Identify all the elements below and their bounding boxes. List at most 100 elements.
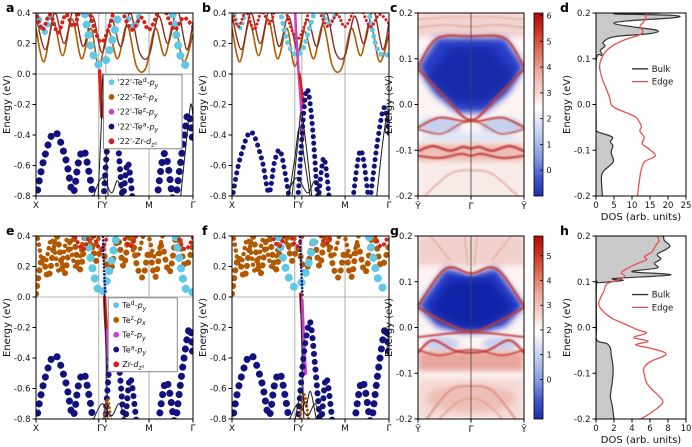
- x-tick-label: Ȳ: [520, 201, 527, 212]
- y-axis-label: Energy (eV): [198, 75, 209, 134]
- y-tick-label: -0.8: [14, 192, 31, 202]
- band-curve-navy: [120, 159, 136, 196]
- x-tick-label: Γ: [190, 201, 195, 211]
- x-tick-label: ΓY: [293, 424, 304, 434]
- x-tick-label: Ȳ: [414, 201, 421, 212]
- band-curve-navy: [295, 318, 323, 419]
- y-axis-label: Energy (eV): [384, 75, 395, 134]
- x-axis-label: DOS (arb. units): [601, 435, 682, 446]
- x-tick-label: Γ̄: [468, 202, 473, 212]
- band-curve-brown: [232, 236, 298, 275]
- x-tick-label: X: [33, 201, 39, 211]
- band-curve-cyan: [366, 13, 389, 59]
- y-tick-label: -0.2: [396, 192, 413, 202]
- y-tick-label: -0.8: [210, 192, 227, 202]
- x-axis: 0 2 4 6 8 10: [593, 419, 691, 434]
- y-tick-label: -0.2: [14, 324, 31, 334]
- x-tick-label: 10: [681, 424, 692, 434]
- band-curve-navy: [368, 323, 389, 419]
- y-tick-label: -0.4: [14, 354, 31, 364]
- x-tick-label: M: [341, 201, 349, 211]
- panel-a: 0.4 0.2 0.0 -0.2 -0.4 -0.6 -0.8 Energy (eV) X ΓY M…: [2, 9, 196, 211]
- band-curve-red: [288, 236, 305, 249]
- x-tick-label: 25: [681, 201, 692, 211]
- band-curve-navy: [36, 128, 97, 196]
- y-tick-label: -0.6: [210, 385, 227, 395]
- panel-c: 0.2 0.1 0.0 -0.1 -0.2 Energy (eV) Ȳ Γ̄ Ȳ 0 1 2 3 4 5 6: [384, 9, 552, 212]
- colorbar-tick-label: 0: [547, 166, 552, 175]
- y-tick-label: 0.2: [17, 263, 31, 273]
- y-tick-label: -0.2: [210, 324, 227, 334]
- band-curve-red: [373, 236, 389, 249]
- band-curve-brown: [232, 18, 389, 74]
- y-axis: 0.4 0.2 0.0 -0.2 -0.4 -0.6 -0.8 Energy (eV): [198, 232, 232, 425]
- colorbar-tick-label: 2: [547, 326, 552, 335]
- y-tick-label: 0.0: [399, 324, 413, 334]
- x-axis: Ȳ Γ̄ Ȳ: [414, 196, 527, 212]
- y-axis-label: Energy (eV): [562, 298, 573, 357]
- dos-curves: [596, 236, 672, 419]
- legend-item-label: '22'-Tea-py: [118, 121, 159, 133]
- x-tick-label: Ȳ: [414, 424, 421, 435]
- legend-item-label: '22'-Tez-px: [118, 92, 158, 104]
- band-curve-cyan: [36, 13, 54, 36]
- band-curve-cyan: [278, 13, 317, 58]
- y-tick-label: -0.6: [210, 162, 227, 172]
- x-tick-label: 4: [629, 424, 634, 434]
- legend-item-label: Edge: [652, 78, 673, 88]
- band-curve-cyan: [80, 13, 123, 70]
- panel-f-label: f: [202, 223, 208, 238]
- y-axis-label: Energy (eV): [198, 298, 209, 357]
- x-tick-label: 5: [611, 201, 616, 211]
- band-curve-brown: [232, 236, 389, 297]
- x-tick-label: ΓY: [293, 201, 304, 211]
- band-curve-navy: [36, 351, 97, 419]
- y-tick-label: 0.0: [17, 70, 31, 80]
- band-curve-black: [286, 177, 322, 196]
- y-tick-label: -0.1: [396, 146, 413, 156]
- panel-d-label: d: [560, 0, 569, 15]
- band-curve-cyan: [168, 13, 193, 71]
- legend-marker-red: [113, 361, 120, 368]
- y-tick-label: 0.4: [17, 9, 31, 19]
- band-curve-red: [175, 236, 193, 252]
- y-tick-label: -0.1: [574, 369, 591, 379]
- legend-marker-cyan: [108, 79, 115, 86]
- band-curve-red: [87, 13, 116, 45]
- x-tick-label: 0: [593, 424, 598, 434]
- y-axis-label: Energy (eV): [2, 75, 13, 134]
- y-axis: 0.2 0.1 0.0 -0.1 -0.2 Energy (eV): [562, 9, 596, 202]
- colorbar-tick-label: 0: [547, 375, 552, 384]
- dos-legend: Bulk Edge: [632, 65, 673, 88]
- x-axis: X ΓY M Γ: [33, 419, 196, 434]
- colorbar-tick-label: 3: [547, 301, 552, 310]
- edge-state-line: [463, 236, 469, 267]
- x-tick-label: Γ̄: [468, 425, 473, 435]
- colorbar-tick-label: 6: [547, 12, 552, 21]
- x-axis-label: DOS (arb. units): [601, 212, 682, 223]
- colorbar-tick-label: 4: [547, 63, 552, 72]
- y-tick-label: 0.2: [577, 232, 591, 242]
- band-curve-brown: [126, 236, 165, 260]
- band-curve-brown: [36, 236, 193, 297]
- x-tick-label: M: [341, 424, 349, 434]
- y-axis: 0.4 0.2 0.0 -0.2 -0.4 -0.6 -0.8 Energy (eV): [2, 9, 36, 202]
- legend-item-label: Tez-py: [121, 330, 146, 342]
- band-legend: Ted-py Tez-px Tez-py Tea-py Zr-dz²: [107, 297, 178, 373]
- panel-h-label: h: [560, 223, 569, 238]
- y-tick-label: 0.0: [17, 293, 31, 303]
- panel-c-label: c: [390, 0, 398, 15]
- panel-e-label: e: [6, 223, 15, 238]
- band-curve-cyan: [232, 13, 248, 31]
- colorbar-tick-label: 1: [547, 140, 552, 149]
- band-curve-navy: [172, 110, 193, 196]
- band-curve-black: [180, 103, 193, 196]
- x-tick-label: X: [33, 424, 39, 434]
- legend-item-label: Ted-py: [121, 300, 146, 312]
- y-tick-label: 0.2: [577, 9, 591, 19]
- x-tick-label: M: [145, 424, 153, 434]
- y-tick-label: 0.0: [213, 70, 227, 80]
- y-tick-label: 0.2: [399, 9, 413, 19]
- legend-item-label: '22'-Zr-dz²: [118, 137, 158, 148]
